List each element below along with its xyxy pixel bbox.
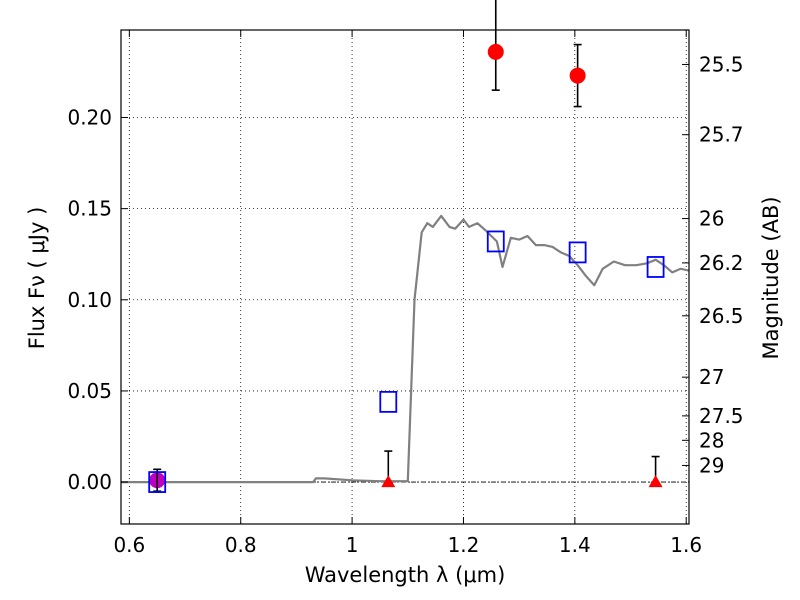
magnitude-tick-label: 27.5: [699, 404, 744, 428]
magnitude-tick-label: 28: [699, 428, 724, 452]
x-tick-label: 1.6: [670, 533, 702, 557]
model-photometry-marker: [379, 390, 398, 413]
magnitude-tick-label: 26.5: [699, 304, 744, 328]
errorbar-layer: [148, 0, 665, 493]
upper-limit-marker: [381, 475, 396, 488]
x-tick-label: 0.8: [225, 533, 257, 557]
x-tick-label: 1.4: [559, 533, 591, 557]
y-tick-label: 0.20: [67, 105, 112, 129]
model-photometry-marker: [486, 230, 505, 253]
y-tick-label: 0.05: [67, 379, 112, 403]
magnitude-tick-label: 25.7: [699, 123, 744, 147]
magnitude-tick-label: 27: [699, 365, 724, 389]
model-photometry-marker: [568, 241, 587, 264]
y-tick-label: 0.10: [67, 288, 112, 312]
data-layer: [121, 214, 689, 484]
axis-layer: 0.6 0.8 1 1.2 1.4 1.6 0.00 0.05 0.10 0.15 0.20 25.5…: [67, 30, 744, 557]
detection-marker: [487, 43, 504, 60]
plot-frame: [120, 29, 690, 525]
magnitude-tick-label: 26: [699, 207, 724, 231]
magnitude-tick-label: 25.5: [699, 52, 744, 76]
magnitude-tick-label: 29: [699, 453, 724, 477]
detection-marker: [569, 67, 586, 84]
x-tick-label: 0.6: [113, 533, 145, 557]
y-axis-label-flux: Flux Fν ( μJy ): [25, 207, 49, 350]
model-photometry-marker: [148, 471, 167, 493]
magnitude-tick-label: 26.2: [699, 251, 744, 275]
upper-limit-marker: [648, 475, 663, 488]
y-tick-label: 0.00: [67, 470, 112, 494]
x-tick-label: 1: [346, 533, 359, 557]
model-photometry-marker: [646, 256, 665, 278]
plot-background: [121, 30, 689, 524]
x-tick-label: 1.2: [448, 533, 480, 557]
y-tick-label: 0.15: [67, 197, 112, 221]
y-axis-label-magnitude: Magnitude (AB): [759, 196, 783, 359]
model-spectrum-line: [121, 214, 689, 484]
x-axis-label: Wavelength λ (μm): [305, 563, 506, 587]
